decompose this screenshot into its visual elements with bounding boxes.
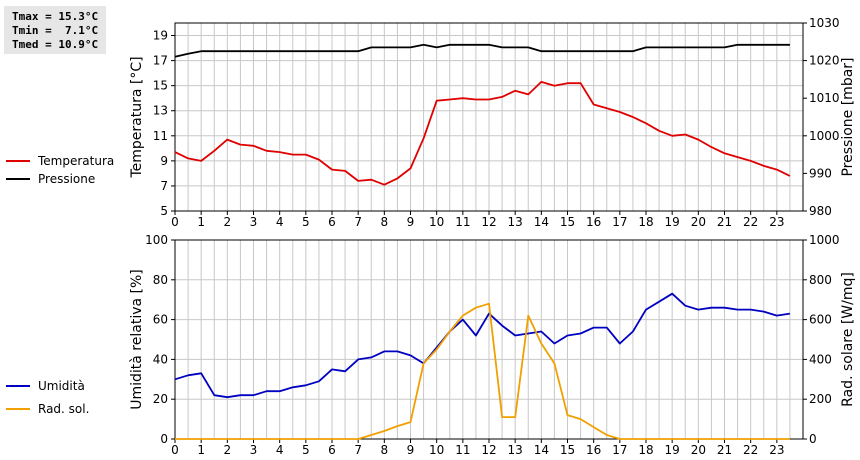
chart-panel-1: 0 1 2 3 4 5 6 7 8 9 10 11 12 13 14 15 16 17 18 19 20 21 22 2357… (6, 16, 856, 229)
x-tick-label: 16 (586, 215, 601, 229)
y2-tick-label: 0 (809, 432, 817, 446)
y-axis-title: Umidità relativa [%] (129, 269, 145, 410)
tmin-stat: Tmin = 7.1°C (12, 24, 99, 37)
x-tick-label: 23 (769, 443, 784, 457)
x-tick-label: 15 (560, 443, 575, 457)
legend-label: Pressione (38, 172, 95, 186)
x-tick-label: 19 (665, 443, 680, 457)
y-tick-label: 40 (153, 352, 168, 366)
x-tick-label: 13 (508, 215, 523, 229)
temperature-stats-box: Tmax = 15.3°C Tmin = 7.1°C Tmed = 10.9°C (4, 6, 106, 54)
y-tick-label: 20 (153, 392, 168, 406)
y-tick-label: 11 (153, 129, 168, 143)
legend-label: Rad. sol. (38, 402, 89, 416)
x-tick-label: 1 (197, 215, 205, 229)
legend-label: Temperatura (37, 154, 114, 168)
y-tick-label: 60 (153, 313, 168, 327)
chart-panel-2: 0 1 2 3 4 5 6 7 8 9 10 11 12 13 14 15 16 17 18 19 20 21 22 2302… (6, 233, 856, 457)
series-line-1-2 (174, 43, 790, 58)
x-tick-label: 14 (534, 443, 549, 457)
y2-tick-label: 1000 (809, 233, 840, 247)
tmed-stat: Tmed = 10.9°C (12, 38, 99, 51)
x-tick-label: 18 (638, 443, 653, 457)
x-tick-label: 7 (354, 215, 362, 229)
x-tick-label: 10 (429, 443, 444, 457)
x-tick-label: 12 (481, 443, 496, 457)
x-tick-label: 8 (381, 215, 389, 229)
x-tick-label: 22 (743, 215, 758, 229)
x-tick-label: 20 (691, 443, 706, 457)
x-tick-label: 20 (691, 215, 706, 229)
y2-tick-label: 200 (809, 392, 832, 406)
x-tick-label: 17 (612, 443, 627, 457)
y2-axis-title: Rad. solare [W/mq] (840, 272, 856, 407)
x-tick-label: 13 (508, 443, 523, 457)
x-tick-label: 21 (717, 215, 732, 229)
x-tick-label: 22 (743, 443, 758, 457)
y2-axis-title: Pressione [mbar] (840, 57, 856, 176)
y2-tick-label: 1030 (809, 16, 840, 30)
x-tick-label: 7 (354, 443, 362, 457)
tmax-stat: Tmax = 15.3°C (12, 10, 99, 23)
x-tick-label: 10 (429, 215, 444, 229)
x-tick-label: 18 (638, 215, 653, 229)
x-tick-label: 2 (224, 215, 232, 229)
y-tick-label: 80 (153, 273, 168, 287)
legend-label: Umidità (38, 379, 85, 393)
x-tick-label: 4 (276, 215, 284, 229)
x-tick-label: 21 (717, 443, 732, 457)
y-tick-label: 5 (160, 204, 168, 218)
series-line-1-1 (174, 81, 791, 186)
y-tick-label: 19 (153, 29, 168, 43)
x-tick-label: 23 (769, 215, 784, 229)
x-tick-label: 8 (381, 443, 389, 457)
y2-tick-label: 990 (809, 166, 832, 180)
x-tick-label: 15 (560, 215, 575, 229)
y-tick-label: 13 (153, 104, 168, 118)
x-tick-label: 0 (171, 215, 179, 229)
x-tick-label: 3 (250, 443, 258, 457)
y2-tick-label: 1020 (809, 54, 840, 68)
y2-tick-label: 1000 (809, 129, 840, 143)
x-tick-label: 4 (276, 443, 284, 457)
y2-tick-label: 400 (809, 352, 832, 366)
x-tick-label: 5 (302, 215, 310, 229)
y-axis-title: Temperatura [°C] (129, 56, 145, 178)
y2-tick-label: 800 (809, 273, 832, 287)
x-tick-label: 5 (302, 443, 310, 457)
y2-tick-label: 600 (809, 313, 832, 327)
x-tick-label: 9 (407, 443, 415, 457)
y-tick-label: 0 (160, 432, 168, 446)
x-tick-label: 9 (407, 215, 415, 229)
x-tick-label: 2 (224, 443, 232, 457)
y-tick-label: 7 (160, 179, 168, 193)
series-line-2-2 (175, 302, 790, 440)
x-tick-label: 12 (481, 215, 496, 229)
y-tick-label: 100 (145, 233, 168, 247)
y-tick-label: 15 (153, 79, 168, 93)
x-tick-label: 14 (534, 215, 549, 229)
x-tick-label: 16 (586, 443, 601, 457)
x-tick-label: 3 (250, 215, 258, 229)
series-line-2-1 (174, 292, 791, 399)
x-tick-label: 17 (612, 215, 627, 229)
x-tick-label: 11 (455, 215, 470, 229)
x-tick-label: 19 (665, 215, 680, 229)
x-tick-label: 0 (171, 443, 179, 457)
x-tick-label: 6 (328, 443, 336, 457)
x-tick-label: 1 (197, 443, 205, 457)
y-tick-label: 17 (153, 54, 168, 68)
y2-tick-label: 1010 (809, 91, 840, 105)
x-tick-label: 6 (328, 215, 336, 229)
x-tick-label: 11 (455, 443, 470, 457)
y-tick-label: 9 (160, 154, 168, 168)
y2-tick-label: 980 (809, 204, 832, 218)
